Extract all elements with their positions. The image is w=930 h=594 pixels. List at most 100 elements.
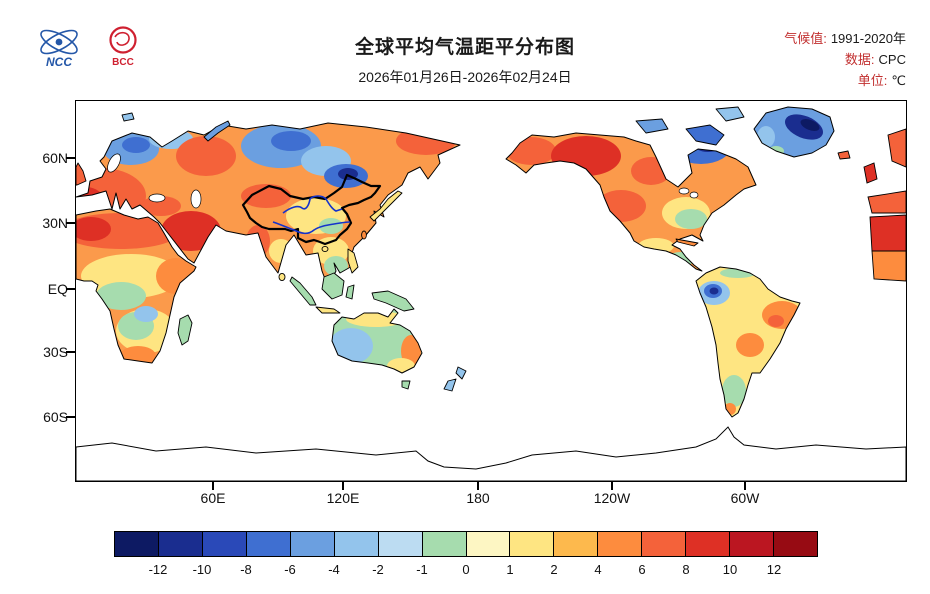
colorbar-cell xyxy=(377,532,422,556)
lake-black-sea xyxy=(148,193,166,203)
island-hainan xyxy=(321,245,329,253)
island-sulawesi xyxy=(345,284,355,300)
axis-tick xyxy=(66,351,75,353)
logo-group: NCC BCC xyxy=(34,24,148,72)
colorbar-cell xyxy=(773,532,817,556)
island-taiwan xyxy=(361,230,367,240)
colorbar-cell xyxy=(685,532,730,556)
island-novaya-zemlya xyxy=(203,120,231,142)
lake-great-lakes-west xyxy=(678,187,690,195)
island-japan xyxy=(369,190,403,222)
lake-great-lakes-east xyxy=(689,191,699,199)
island-tasmania xyxy=(401,380,411,390)
lake-caspian-sea xyxy=(190,189,202,209)
meta-unit-value: ℃ xyxy=(891,73,906,88)
colorbar-cell xyxy=(245,532,290,556)
ncc-logo: NCC xyxy=(40,29,78,69)
colorbar-tick-label: -4 xyxy=(328,562,340,577)
colorbar-cells xyxy=(114,531,818,557)
lat-label-30n: 30N xyxy=(42,215,68,231)
lon-label-120w: 120W xyxy=(593,490,631,506)
ncc-logo-label: NCC xyxy=(46,55,72,69)
colorbar-tick-label: -10 xyxy=(192,562,212,577)
island-borneo xyxy=(321,272,345,300)
island-britain xyxy=(76,162,87,186)
axis-tick xyxy=(66,157,75,159)
colorbar-tick-label: 4 xyxy=(594,562,602,577)
colorbar-tick-label: -2 xyxy=(372,562,384,577)
colorbar: -12 -10 -8 -6 -4 -2 -1 0 1 2 4 6 8 10 12 xyxy=(114,531,818,577)
axis-tick xyxy=(66,288,75,290)
island-new-zealand-north xyxy=(455,366,467,380)
axis-tick xyxy=(342,482,344,490)
colorbar-cell xyxy=(421,532,466,556)
date-range: 2026年01月26日-2026年02月24日 xyxy=(358,69,572,85)
colorbar-tick-label: 6 xyxy=(638,562,646,577)
yellow-river xyxy=(282,195,343,214)
colorbar-cell xyxy=(333,532,378,556)
island-sumatra xyxy=(289,276,317,306)
island-java xyxy=(315,306,341,314)
lon-label-60e: 60E xyxy=(200,490,226,506)
china-boundary xyxy=(241,173,382,246)
colorbar-tick-label: 12 xyxy=(766,562,782,577)
axis-tick xyxy=(212,482,214,490)
axis-tick xyxy=(477,482,479,490)
island-ellesmere xyxy=(715,106,745,122)
meta-climatology-value: 1991-2020年 xyxy=(830,31,906,46)
continent-africa xyxy=(76,209,196,363)
wrap-slivers xyxy=(863,128,906,282)
lat-label-60s: 60S xyxy=(43,409,68,425)
colorbar-tick-label: -8 xyxy=(240,562,252,577)
axis-tick xyxy=(611,482,613,490)
axis-tick xyxy=(66,416,75,418)
colorbar-cell xyxy=(729,532,774,556)
bcc-logo-label: BCC xyxy=(112,57,134,68)
colorbar-tick-label: 0 xyxy=(462,562,470,577)
colorbar-cell xyxy=(509,532,554,556)
colorbar-cell xyxy=(201,532,246,556)
lakes xyxy=(107,153,699,209)
island-new-guinea xyxy=(371,290,415,312)
colorbar-tick-label: -12 xyxy=(148,562,168,577)
colorbar-tick-label: -6 xyxy=(284,562,296,577)
bcc-logo: BCC xyxy=(109,26,137,68)
islands xyxy=(76,106,851,392)
colorbar-cell xyxy=(289,532,334,556)
meta-climatology: 气候值: 1991-2020年 xyxy=(784,28,906,49)
meta-datasource-label: 数据: xyxy=(844,52,875,67)
colorbar-tick-label: 8 xyxy=(682,562,690,577)
island-sri-lanka xyxy=(278,272,286,282)
island-victoria xyxy=(635,118,669,134)
island-baffin xyxy=(685,124,725,146)
meta-block: 气候值: 1991-2020年 数据: CPC 单位: ℃ xyxy=(784,28,906,91)
meta-datasource: 数据: CPC xyxy=(784,49,906,70)
title-block: 全球平均气温距平分布图 2026年01月26日-2026年02月24日 xyxy=(0,0,930,87)
ncc-logo-globe xyxy=(55,38,63,46)
colorbar-tick-label: -1 xyxy=(416,562,428,577)
world-map-svg xyxy=(76,106,906,481)
colorbar-tick-label: 1 xyxy=(506,562,514,577)
lon-label-180: 180 xyxy=(466,490,490,506)
colorbar-cell xyxy=(597,532,642,556)
island-iceland xyxy=(837,150,851,160)
lon-label-120e: 120E xyxy=(326,490,360,506)
colorbar-cell xyxy=(553,532,598,556)
world-map xyxy=(75,100,907,482)
axis-tick xyxy=(744,482,746,490)
lat-label-30s: 30S xyxy=(43,344,68,360)
colorbar-tick-label: 10 xyxy=(722,562,738,577)
colorbar-cell xyxy=(641,532,686,556)
continent-south-america xyxy=(696,267,800,417)
island-philippines xyxy=(347,248,359,274)
lat-label-60n: 60N xyxy=(42,150,68,166)
lake-baltic-sea xyxy=(107,153,121,173)
meta-unit-label: 单位: xyxy=(857,73,888,88)
island-cuba xyxy=(675,238,699,247)
colorbar-cell xyxy=(465,532,510,556)
meta-climatology-label: 气候值: xyxy=(784,31,827,46)
colorbar-tick-label: 2 xyxy=(550,562,558,577)
continent-antarctica xyxy=(76,426,906,481)
bcc-logo-swirl xyxy=(114,31,130,46)
